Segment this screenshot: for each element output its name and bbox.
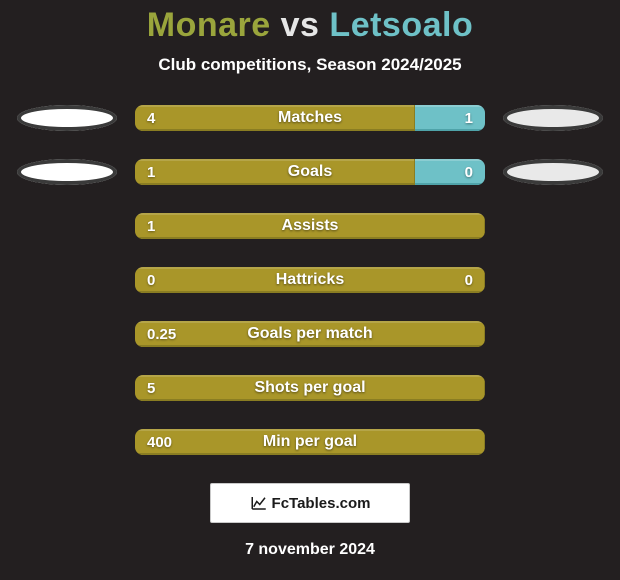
stat-value-left: 1 (147, 159, 155, 185)
team-logo-right (503, 159, 603, 185)
logo-slot-right (503, 321, 603, 347)
logo-slot-right (503, 105, 603, 131)
stat-label: Hattricks (135, 267, 485, 293)
logo-slot-left (17, 321, 117, 347)
logo-slot-right (503, 429, 603, 455)
team-logo-left (17, 159, 117, 185)
stat-value-left: 4 (147, 105, 155, 131)
stat-row: Assists1 (0, 213, 620, 239)
stat-bar: Goals1 0 (135, 159, 485, 185)
logo-slot-right (503, 159, 603, 185)
stat-label: Min per goal (135, 429, 485, 455)
stat-bar: Shots per goal5 (135, 375, 485, 401)
logo-slot-right (503, 213, 603, 239)
stat-bar: Matches4 1 (135, 105, 485, 131)
content: Monare vs Letsoalo Club competitions, Se… (0, 0, 620, 580)
team-logo-left (17, 105, 117, 131)
page-title: Monare vs Letsoalo (0, 6, 620, 45)
stat-value-right: 0 (465, 267, 473, 293)
stat-value-left: 400 (147, 429, 172, 455)
stat-label: Shots per goal (135, 375, 485, 401)
stat-row: Goals per match0.25 (0, 321, 620, 347)
stat-value-right: 0 (465, 159, 473, 185)
logo-slot-left (17, 105, 117, 131)
stat-bar: Assists1 (135, 213, 485, 239)
subtitle: Club competitions, Season 2024/2025 (0, 55, 620, 75)
logo-slot-right (503, 375, 603, 401)
stat-value-left: 0.25 (147, 321, 176, 347)
logo-slot-left (17, 213, 117, 239)
logo-slot-right (503, 267, 603, 293)
logo-slot-left (17, 159, 117, 185)
stat-label: Matches (135, 105, 485, 131)
stat-row: Min per goal400 (0, 429, 620, 455)
logo-slot-left (17, 375, 117, 401)
stat-row: Matches4 1 (0, 105, 620, 131)
stat-label: Goals per match (135, 321, 485, 347)
stat-row: Goals1 0 (0, 159, 620, 185)
logo-slot-left (17, 267, 117, 293)
chart-icon (250, 494, 268, 512)
stat-bar: Min per goal400 (135, 429, 485, 455)
title-player1: Monare (147, 6, 271, 44)
stat-bar: Goals per match0.25 (135, 321, 485, 347)
date: 7 november 2024 (0, 541, 620, 559)
stat-value-left: 0 (147, 267, 155, 293)
logo-slot-left (17, 429, 117, 455)
stat-bar: Hattricks0 0 (135, 267, 485, 293)
title-player2: Letsoalo (329, 6, 473, 44)
team-logo-right (503, 105, 603, 131)
stat-value-right: 1 (465, 105, 473, 131)
stat-value-left: 1 (147, 213, 155, 239)
stat-label: Goals (135, 159, 485, 185)
stat-row: Hattricks0 0 (0, 267, 620, 293)
stat-row: Shots per goal5 (0, 375, 620, 401)
title-vs: vs (281, 6, 320, 44)
watermark-text: FcTables.com (272, 495, 371, 512)
stat-label: Assists (135, 213, 485, 239)
stat-value-left: 5 (147, 375, 155, 401)
comparison-rows: Matches41Goals10Assists1Hattricks00Goals… (0, 105, 620, 455)
watermark[interactable]: FcTables.com (210, 483, 410, 523)
